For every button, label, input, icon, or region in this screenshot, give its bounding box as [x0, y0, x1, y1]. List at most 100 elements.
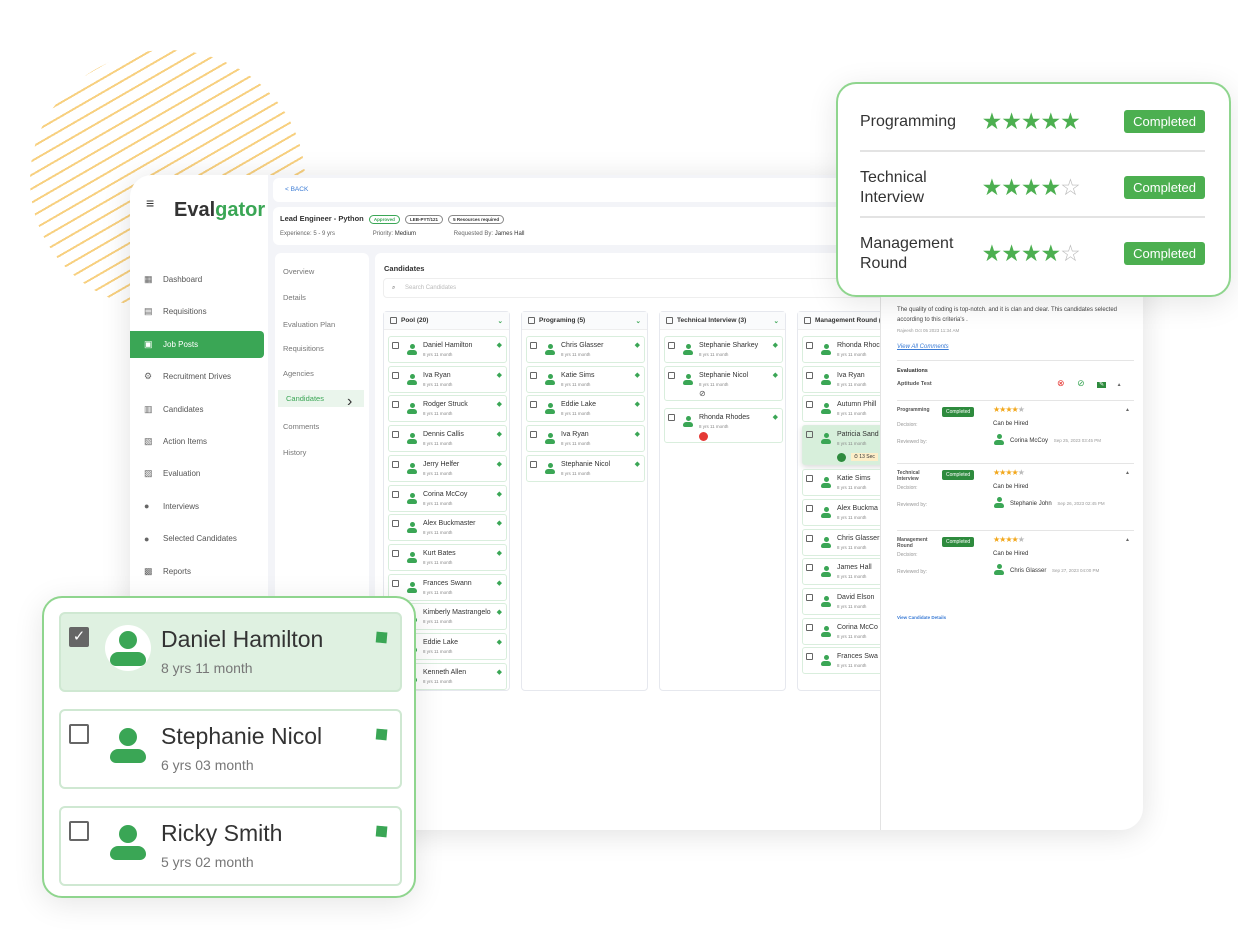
tag-icon[interactable]: ◆ [496, 490, 502, 498]
sidebar-item-requisitions[interactable]: ▤ Requisitions [130, 298, 264, 325]
checkbox[interactable] [528, 317, 535, 324]
checkbox[interactable] [392, 549, 399, 557]
checkbox[interactable] [666, 317, 673, 324]
tag-icon[interactable]: ◆ [772, 413, 778, 421]
tag-icon[interactable]: ◆ [496, 639, 502, 646]
checkbox[interactable] [668, 342, 675, 349]
subnav-details[interactable]: Details [283, 293, 306, 302]
candidate-card[interactable]: Katie Sims 8 yrs 11 month ◆ [526, 365, 645, 393]
subnav-candidates[interactable]: Candidates [278, 390, 364, 407]
subnav-history[interactable]: History [283, 448, 307, 457]
collapse-icon[interactable]: ▲ [1125, 537, 1130, 543]
chevron-down-icon[interactable]: ⌄ [773, 317, 779, 325]
checkbox[interactable] [530, 342, 537, 349]
checkbox[interactable] [668, 371, 675, 379]
search-input[interactable]: ⌕ Search Candidates [383, 278, 883, 298]
checkbox[interactable] [530, 460, 537, 468]
edit-icon[interactable]: ✎ [1097, 382, 1107, 388]
tag-icon[interactable]: ◆ [634, 342, 640, 349]
candidate-card[interactable]: ✓ Daniel Hamilton 8 yrs 11 month ◆ [59, 612, 402, 692]
tag-icon[interactable]: ◆ [634, 431, 640, 439]
candidate-card[interactable]: Stephanie Sharkey 8 yrs 11 month ◆ [664, 336, 783, 363]
tag-icon[interactable]: ◆ [496, 431, 502, 439]
checkbox[interactable] [69, 821, 89, 841]
subnav-agencies[interactable]: Agencies [283, 369, 314, 378]
candidate-card[interactable]: Dennis Callis 8 yrs 11 month ◆ [388, 425, 507, 453]
checkbox[interactable] [806, 431, 813, 439]
candidate-card[interactable]: Jerry Helfer 8 yrs 11 month ◆ [388, 454, 507, 482]
sidebar-item-candidates[interactable]: ▥ Candidates [130, 396, 264, 423]
tag-icon[interactable]: ◆ [634, 401, 640, 409]
candidate-card[interactable]: Daniel Hamilton 8 yrs 11 month ◆ [388, 336, 507, 363]
subnav-requisitions[interactable]: Requisitions [283, 344, 324, 353]
tag-icon[interactable]: ◆ [496, 342, 502, 349]
checkbox[interactable] [668, 413, 675, 421]
sidebar-item-dashboard[interactable]: ▦ Dashboard [130, 266, 264, 293]
candidate-card[interactable]: Stephanie Nicol 6 yrs 03 month ◆ [59, 709, 402, 789]
tag-icon[interactable]: ◆ [772, 342, 778, 349]
sidebar-item-action-items[interactable]: ▧ Action Items [130, 428, 264, 455]
candidate-card[interactable]: Alex Buckmaster 8 yrs 11 month ◆ [388, 514, 507, 542]
candidate-card[interactable]: Frances Swann 8 yrs 11 month ◆ [388, 573, 507, 601]
view-all-comments-link[interactable]: View All Comments [897, 344, 949, 350]
sidebar-item-recruitment-drives[interactable]: ⚙ Recruitment Drives [130, 363, 264, 390]
tag-icon[interactable]: ◆ [496, 371, 502, 379]
tag-icon[interactable]: ◆ [367, 720, 394, 748]
checkbox[interactable] [530, 371, 537, 379]
checkbox[interactable] [806, 534, 813, 542]
candidate-card[interactable]: Chris Glasser 8 yrs 11 month ◆ [526, 336, 645, 363]
chevron-down-icon[interactable]: ⌄ [497, 317, 503, 325]
tag-icon[interactable]: ◆ [634, 371, 640, 379]
candidate-card[interactable]: Iva Ryan 8 yrs 11 month ◆ [526, 425, 645, 453]
sidebar-item-evaluation[interactable]: ▨ Evaluation [130, 460, 264, 487]
checkbox[interactable] [806, 401, 813, 409]
collapse-icon[interactable]: ▲ [1125, 407, 1130, 413]
candidate-card[interactable]: Stephanie Nicol 8 yrs 11 month ◆ [526, 454, 645, 482]
checkbox[interactable] [392, 579, 399, 587]
checkbox[interactable] [806, 475, 813, 483]
tag-icon[interactable]: ◆ [496, 579, 502, 587]
checkbox[interactable] [392, 371, 399, 379]
checkbox[interactable] [392, 460, 399, 468]
candidate-card[interactable]: Stephanie Nicol 8 yrs 11 month ◆ ⊘ [664, 365, 783, 401]
candidate-card[interactable]: Corina McCoy 8 yrs 11 month ◆ [388, 484, 507, 512]
subnav-overview[interactable]: Overview [283, 267, 315, 276]
checkbox[interactable] [392, 490, 399, 498]
tag-icon[interactable]: ◆ [496, 609, 502, 617]
checkbox[interactable]: ✓ [69, 627, 89, 647]
tag-icon[interactable]: ◆ [496, 460, 502, 468]
checkbox[interactable] [806, 504, 813, 512]
tag-icon[interactable]: ◆ [496, 549, 502, 557]
sidebar-item-job-posts[interactable]: ▣ Job Posts [130, 330, 264, 358]
view-candidate-details-link[interactable]: View Candidate Details [897, 615, 947, 620]
menu-icon[interactable]: ≡ [146, 195, 155, 211]
back-link[interactable]: < BACK [285, 186, 309, 193]
sidebar-item-interviews[interactable]: ● Interviews [130, 493, 264, 520]
tag-icon[interactable]: ◆ [496, 401, 502, 409]
checkbox[interactable] [530, 401, 537, 409]
checkbox[interactable] [806, 593, 813, 601]
tag-icon[interactable]: ◆ [772, 371, 778, 379]
tag-icon[interactable]: ◆ [496, 520, 502, 528]
skip-icon[interactable]: ⊘ [1077, 378, 1085, 388]
checkbox[interactable] [390, 317, 397, 324]
checkbox[interactable] [804, 317, 811, 324]
subnav-evaluation-plan[interactable]: Evaluation Plan [283, 320, 336, 329]
checkbox[interactable] [806, 623, 813, 631]
checkbox[interactable] [392, 342, 399, 349]
collapse-icon[interactable]: ▲ [1125, 470, 1130, 476]
candidate-card[interactable]: Ricky Smith 5 yrs 02 month ◆ [59, 806, 402, 886]
tag-icon[interactable]: ◆ [367, 817, 394, 845]
checkbox[interactable] [392, 401, 399, 409]
candidate-card[interactable]: Kurt Bates 8 yrs 11 month ◆ [388, 543, 507, 571]
chevron-down-icon[interactable]: ⌄ [635, 317, 641, 325]
reject-icon[interactable]: ⊗ [1057, 378, 1065, 388]
tag-icon[interactable]: ◆ [496, 668, 502, 676]
checkbox[interactable] [392, 520, 399, 528]
collapse-icon[interactable]: ▲ [1116, 382, 1122, 388]
checkbox[interactable] [69, 724, 89, 744]
candidate-card[interactable]: Rhonda Rhodes 8 yrs 11 month ◆ [664, 407, 783, 443]
checkbox[interactable] [806, 564, 813, 572]
sidebar-item-selected-candidates[interactable]: ● Selected Candidates [130, 525, 264, 552]
checkbox[interactable] [806, 342, 813, 349]
